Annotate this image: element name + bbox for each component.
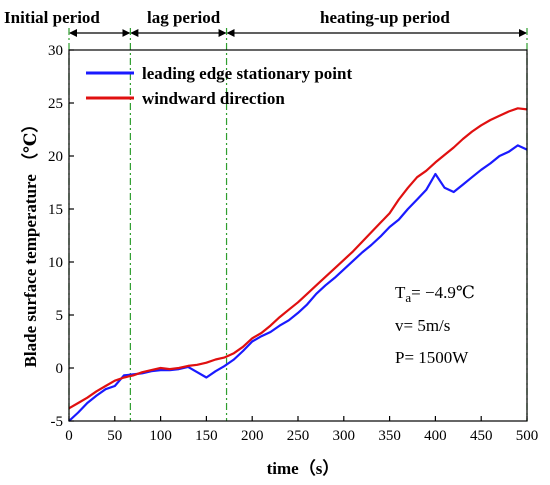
x-tick-label: 400: [424, 428, 447, 444]
y-axis-label: Blade surface temperature （℃）: [20, 116, 40, 368]
annotation-ta-sub: a: [405, 290, 411, 305]
phase-label: heating-up period: [320, 8, 450, 27]
x-tick-label: 50: [107, 428, 122, 444]
legend-label: windward direction: [142, 89, 285, 108]
x-tick-label: 500: [516, 428, 539, 444]
phase-header: Initial period lag period heating-up perio…: [4, 8, 527, 37]
series-group: [68, 107, 528, 422]
y-tick-label: 25: [48, 96, 63, 112]
annotation-ta-main: T: [395, 283, 406, 302]
legend: leading edge stationary point windward di…: [86, 64, 352, 108]
x-tick-label: 350: [378, 428, 401, 444]
x-tick-label: 200: [241, 428, 264, 444]
series-line: [68, 107, 528, 410]
y-tick-label: 15: [48, 202, 63, 218]
ticks: 0 50 100 150 200 250 300 350 400 450 500-505101520…: [48, 43, 538, 444]
y-tick-label: 10: [48, 255, 63, 271]
y-tick-label: 20: [48, 149, 63, 165]
x-tick-label: 150: [195, 428, 218, 444]
x-tick-label: 100: [149, 428, 172, 444]
y-tick-label: 30: [48, 43, 63, 59]
legend-label: leading edge stationary point: [142, 64, 352, 83]
x-axis-label: time（s）: [267, 458, 340, 478]
x-tick-label: 250: [287, 428, 310, 444]
x-tick-label: 300: [333, 428, 356, 444]
phase-label: Initial period: [4, 8, 100, 27]
annotations: Ta= −4.9℃ v= 5m/s P= 1500W: [395, 283, 475, 367]
annotation-wind-speed: v= 5m/s: [395, 316, 450, 335]
x-tick-label: 450: [470, 428, 493, 444]
annotation-power: P= 1500W: [395, 348, 469, 367]
annotation-ambient-temp: Ta= −4.9℃: [395, 283, 475, 305]
phase-label: lag period: [147, 8, 221, 27]
y-tick-label: -5: [51, 414, 64, 430]
y-tick-label: 0: [56, 361, 64, 377]
annotation-ta-rest: = −4.9℃: [411, 283, 475, 302]
x-tick-label: 0: [65, 428, 73, 444]
y-tick-label: 5: [56, 308, 64, 324]
